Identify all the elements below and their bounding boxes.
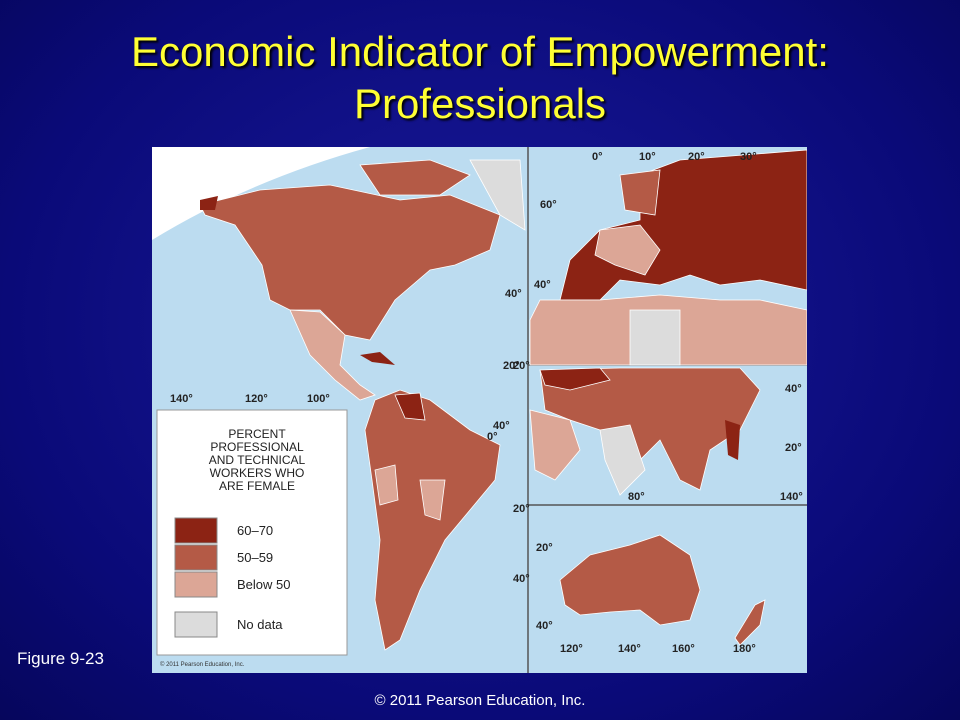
- degree-label: 100°: [307, 393, 330, 405]
- legend-title: WORKERS WHO: [210, 466, 305, 480]
- legend-label: 60–70: [237, 523, 273, 538]
- degree-label: 40°: [536, 620, 553, 632]
- scandinavia: [619, 169, 661, 216]
- legend-swatch: [174, 517, 218, 544]
- arabia: [529, 409, 581, 481]
- legend-swatch: [174, 611, 218, 638]
- degree-label: 0°: [592, 151, 603, 163]
- asia: [539, 367, 761, 491]
- degree-label: 40°: [493, 420, 510, 432]
- legend-label: Below 50: [237, 577, 290, 592]
- legend-label: No data: [237, 617, 283, 632]
- legend-title: PERCENT: [228, 427, 286, 441]
- copyright: © 2011 Pearson Education, Inc.: [374, 692, 586, 709]
- legend-title: AND TECHNICAL: [209, 453, 306, 467]
- degree-label: 120°: [245, 393, 268, 405]
- india: [599, 424, 646, 496]
- philippines: [725, 420, 740, 460]
- legend-title: ARE FEMALE: [219, 479, 295, 493]
- mexico-central-america: [289, 309, 376, 401]
- degree-label: 40°: [505, 288, 522, 300]
- degree-label: 160°: [672, 643, 695, 655]
- degree-label: 0°: [487, 431, 498, 443]
- degree-label: 20°: [536, 542, 553, 554]
- south-america: [364, 389, 501, 651]
- slide-title: Economic Indicator of Empowerment:: [131, 28, 829, 75]
- legend-swatch: [174, 571, 218, 598]
- degree-label: 180°: [733, 643, 756, 655]
- degree-label: 40°: [785, 383, 802, 395]
- australia: [559, 534, 701, 626]
- degree-label: 140°: [618, 643, 641, 655]
- degree-label: 30°: [740, 151, 757, 163]
- degree-label: 20°: [513, 360, 530, 372]
- degree-label: 60°: [540, 199, 557, 211]
- new-zealand: [734, 599, 766, 646]
- libya: [629, 309, 681, 366]
- russia-south: [539, 367, 611, 391]
- degree-label: 20°: [785, 442, 802, 454]
- degree-label: 80°: [628, 491, 645, 503]
- western-europe: [594, 224, 661, 276]
- legend-swatch: [174, 544, 218, 571]
- alaska-tip: [200, 196, 218, 210]
- degree-label: 40°: [513, 573, 530, 585]
- canada-arctic: [359, 159, 471, 196]
- degree-label: 20°: [503, 360, 520, 372]
- degree-label: 40°: [534, 279, 551, 291]
- legend-title: PROFESSIONAL: [210, 440, 304, 454]
- degree-label: 20°: [688, 151, 705, 163]
- degree-label: 120°: [560, 643, 583, 655]
- legend-label: 50–59: [237, 550, 273, 565]
- graticule-labels: 140° 120° 100°40°20°40°0°20°40°0° 10° 20° 30°…: [170, 151, 803, 655]
- venezuela: [394, 392, 426, 421]
- south-america-low: [374, 464, 446, 521]
- map-corner: [152, 147, 370, 240]
- greenland: [469, 159, 526, 231]
- slide-title: Professionals: [353, 80, 607, 127]
- degree-label: 20°: [513, 503, 530, 515]
- degree-label: 140°: [780, 491, 803, 503]
- degree-label: 140°: [170, 393, 193, 405]
- map-credit: © 2011 Pearson Education, Inc.: [160, 661, 245, 668]
- north-america: [199, 184, 501, 341]
- figure-label: Figure 9-23: [17, 649, 104, 668]
- degree-label: 10°: [639, 151, 656, 163]
- caribbean: [360, 352, 395, 365]
